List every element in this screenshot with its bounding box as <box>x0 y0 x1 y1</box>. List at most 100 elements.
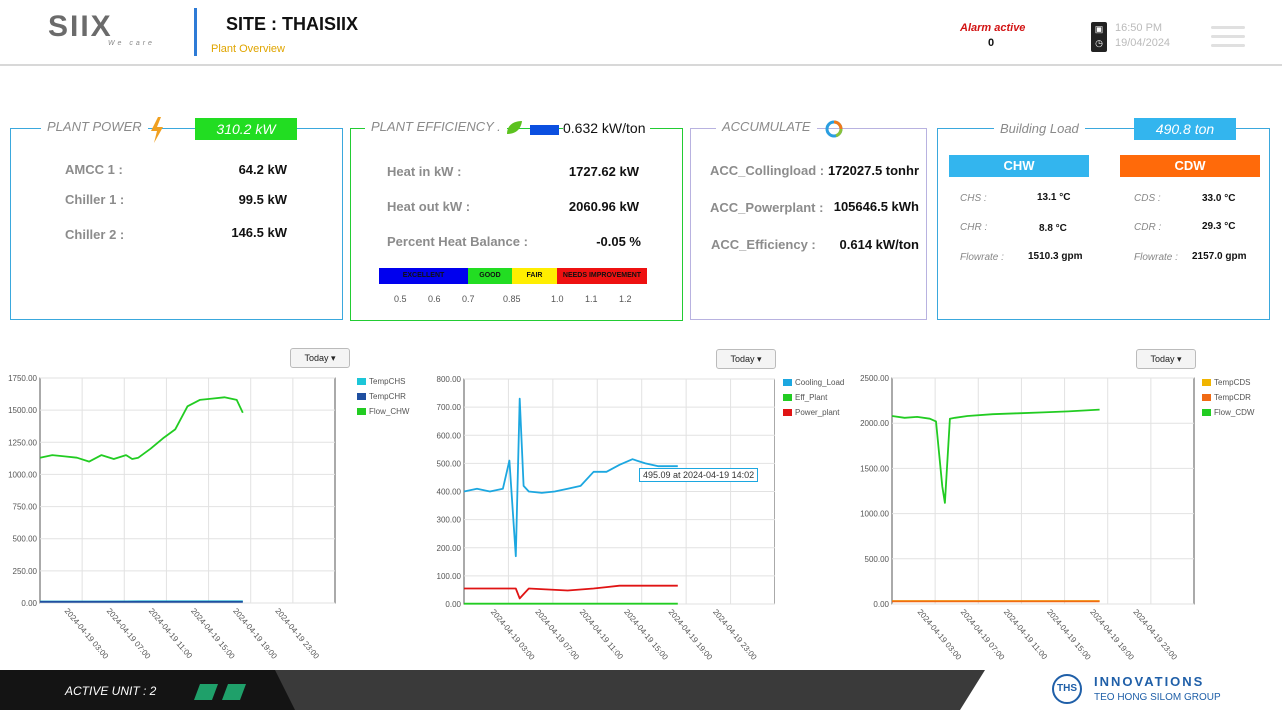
chw-header: CHW <box>949 155 1089 177</box>
x-tick-label: 2024-04-19 19:00 <box>667 608 715 663</box>
y-tick-label: 500.00 <box>865 555 890 564</box>
heat-balance-value: -0.05 % <box>596 234 641 249</box>
x-tick-label: 2024-04-19 15:00 <box>622 608 670 663</box>
chiller2-value: 146.5 kW <box>231 225 287 240</box>
alarm-count: 0 <box>988 37 995 49</box>
plant-efficiency-card: PLANT EFFICIENCY . 0.632 kW/ton Heat in … <box>350 119 683 321</box>
heat-out-value: 2060.96 kW <box>568 199 639 214</box>
efficiency-swatch <box>530 125 559 135</box>
series-line-flow-cdw <box>891 408 1100 504</box>
legend-tempchs: TempCHS <box>357 377 405 386</box>
header-bar: SIIX We care SITE : THAISIIX Plant Overv… <box>0 0 1282 66</box>
y-tick-label: 750.00 <box>13 503 38 512</box>
y-tick-label: 1500.00 <box>860 464 889 473</box>
x-tick-label: 2024-04-19 11:00 <box>578 608 625 662</box>
scale-tick: 1.2 <box>619 294 632 304</box>
acc-efficiency-value: 0.614 kW/ton <box>839 237 919 252</box>
x-tick-label: 2024-04-19 15:00 <box>1045 608 1093 663</box>
y-tick-label: 400.00 <box>437 488 462 497</box>
active-unit-label: ACTIVE UNIT : 2 <box>65 684 157 698</box>
y-tick-label: 0.00 <box>21 599 37 608</box>
acc-powerplant-value: 105646.5 kWh <box>833 199 919 214</box>
clock-date: 19/04/2024 <box>1115 37 1171 49</box>
chiller1-label: Chiller 1 : <box>65 192 125 207</box>
today-dropdown-plant[interactable]: Today ▾ <box>716 349 776 369</box>
y-tick-label: 600.00 <box>437 431 462 440</box>
x-tick-label: 2024-04-19 11:00 <box>147 607 194 661</box>
scale-tick: 0.85 <box>503 294 521 304</box>
x-tick-label: 2024-04-19 23:00 <box>273 607 321 662</box>
x-tick-label: 2024-04-19 07:00 <box>959 608 1007 663</box>
cdr-value: 29.3 °C <box>1202 221 1236 232</box>
legend-eff-plant: Eff_Plant <box>783 393 827 402</box>
plant-power-total: 310.2 kW <box>195 118 297 140</box>
lightning-icon <box>151 117 163 143</box>
cds-label: CDS : <box>1134 193 1161 204</box>
today-dropdown-chw[interactable]: Today ▾ <box>290 348 350 368</box>
accumulate-title: ACCUMULATE <box>716 119 817 134</box>
chw-flowrate-label: Flowrate : <box>960 252 1004 263</box>
x-tick-label: 2024-04-19 11:00 <box>1002 608 1049 662</box>
y-tick-label: 0.00 <box>445 600 461 609</box>
y-tick-label: 1250.00 <box>8 438 37 447</box>
y-tick-label: 1500.00 <box>8 406 37 415</box>
y-tick-label: 500.00 <box>437 459 462 468</box>
heat-balance-label: Percent Heat Balance : <box>387 234 528 249</box>
legend-power-plant: Power_plant <box>783 408 839 417</box>
y-tick-label: 800.00 <box>437 375 462 384</box>
y-tick-label: 300.00 <box>437 516 462 525</box>
today-dropdown-cdw[interactable]: Today ▾ <box>1136 349 1196 369</box>
legend-cooling-load: Cooling_Load <box>783 378 844 387</box>
scale-excellent: EXCELLENT <box>379 268 468 284</box>
logo-tagline: We care <box>108 40 155 47</box>
footer-bar <box>0 670 985 710</box>
legend-tempcdr: TempCDR <box>1202 393 1251 402</box>
scale-needs-improvement: NEEDS IMPROVEMENT <box>557 268 647 284</box>
heat-out-label: Heat out kW : <box>387 199 471 214</box>
building-load-card: Building Load 490.8 ton CHW CDW CHS : 13… <box>937 118 1270 320</box>
chs-label: CHS : <box>960 193 987 204</box>
y-tick-label: 700.00 <box>437 403 462 412</box>
y-tick-label: 1750.00 <box>8 374 37 383</box>
ths-emblem: THS <box>1052 674 1082 704</box>
scale-tick: 1.0 <box>551 294 564 304</box>
acc-coolingload-label: ACC_Collingload : <box>710 163 825 178</box>
logo-wordmark: SIIX <box>48 10 113 43</box>
page-subtitle[interactable]: Plant Overview <box>211 43 285 55</box>
y-tick-label: 100.00 <box>437 572 462 581</box>
x-tick-label: 2024-04-19 03:00 <box>489 608 537 663</box>
chr-value: 8.8 °C <box>1039 223 1067 234</box>
legend-tempcds: TempCDS <box>1202 378 1250 387</box>
scale-good: GOOD <box>468 268 512 284</box>
cdw-flowrate-label: Flowrate : <box>1134 252 1178 263</box>
cdr-label: CDR : <box>1134 222 1162 233</box>
siix-logo: SIIX We care <box>48 10 168 50</box>
plant-efficiency-title: PLANT EFFICIENCY . <box>365 119 507 134</box>
alarm-label[interactable]: Alarm active <box>960 22 1026 34</box>
x-tick-label: 2024-04-19 19:00 <box>231 607 279 662</box>
chr-label: CHR : <box>960 222 988 233</box>
series-line-cooling-load <box>463 397 678 558</box>
page-title: SITE : THAISIIX <box>226 14 359 34</box>
chart-tooltip: 495.09 at 2024-04-19 14:02 <box>639 468 759 482</box>
efficiency-scale: EXCELLENT GOOD FAIR NEEDS IMPROVEMENT <box>379 268 647 284</box>
company-name: INNOVATIONS <box>1094 674 1205 689</box>
heat-in-value: 1727.62 kW <box>568 164 639 179</box>
x-tick-label: 2024-04-19 03:00 <box>63 607 111 662</box>
building-load-total: 490.8 ton <box>1134 118 1236 140</box>
scale-fair: FAIR <box>512 268 557 284</box>
acc-powerplant-label: ACC_Powerplant : <box>710 200 824 215</box>
y-tick-label: 1000.00 <box>860 510 889 519</box>
x-tick-label: 2024-04-19 19:00 <box>1088 608 1136 663</box>
cds-value: 33.0 °C <box>1202 193 1236 204</box>
acc-coolingload-value: 172027.5 tonhr <box>827 163 919 178</box>
hamburger-icon[interactable] <box>1211 26 1245 48</box>
y-tick-label: 250.00 <box>13 567 38 576</box>
legend-tempchr: TempCHR <box>357 392 406 401</box>
pie-chart-icon <box>825 120 843 138</box>
scale-tick: 0.6 <box>428 294 441 304</box>
x-tick-label: 2024-04-19 03:00 <box>916 608 964 663</box>
scale-tick: 0.5 <box>394 294 407 304</box>
x-tick-label: 2024-04-19 23:00 <box>1131 608 1179 663</box>
series-line-flow-chw <box>39 396 244 463</box>
